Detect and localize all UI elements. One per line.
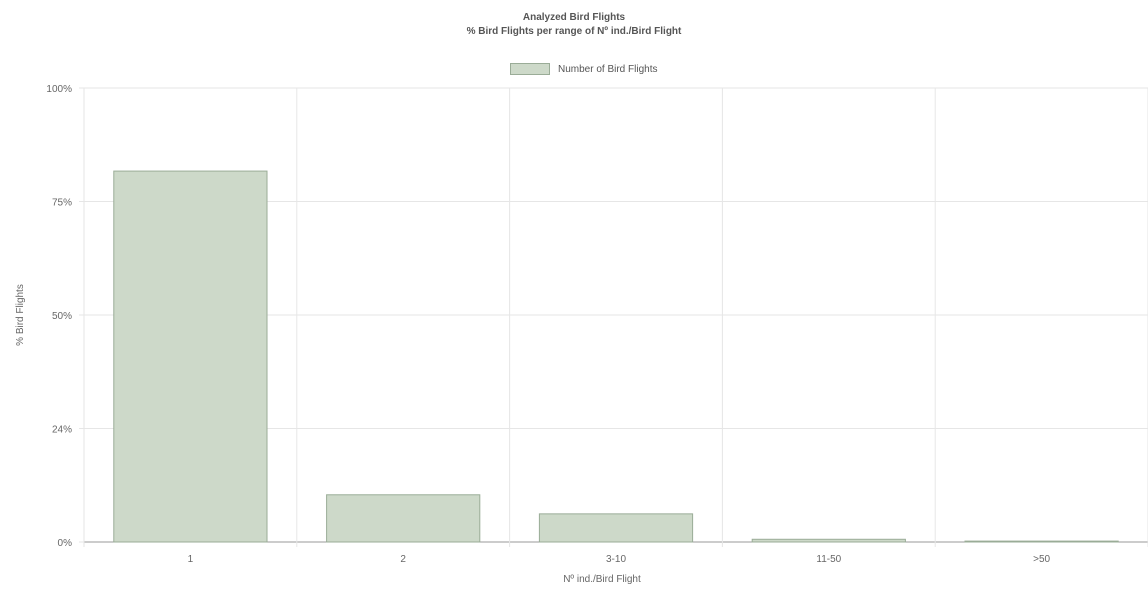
x-tick-label: 3-10 — [606, 554, 626, 565]
legend-label: Number of Bird Flights — [558, 63, 658, 75]
x-tick-label: 11-50 — [816, 554, 841, 565]
chart-legend[interactable]: Number of Bird Flights — [510, 63, 657, 75]
y-tick-label: 100% — [46, 84, 72, 95]
y-tick-label: 24% — [52, 425, 72, 436]
chart-title: Analyzed Bird Flights — [522, 12, 626, 23]
y-axis-title: % Bird Flights — [15, 284, 26, 346]
y-tick-label: 0% — [58, 538, 73, 549]
chart-subtitle: % Bird Flights per range of Nº ind./Bird… — [466, 26, 682, 37]
bar — [113, 170, 268, 543]
bar — [751, 538, 906, 543]
x-tick-label: 2 — [400, 554, 406, 565]
bar — [538, 513, 694, 543]
legend-swatch — [510, 63, 550, 75]
bar — [326, 494, 481, 543]
y-tick-label: 50% — [52, 311, 72, 322]
x-axis-title: Nº ind./Bird Flight — [563, 574, 641, 585]
x-tick-label: >50 — [1033, 554, 1050, 565]
bar — [964, 540, 1119, 543]
y-tick-label: 75% — [52, 198, 72, 209]
x-tick-label: 1 — [188, 554, 194, 565]
